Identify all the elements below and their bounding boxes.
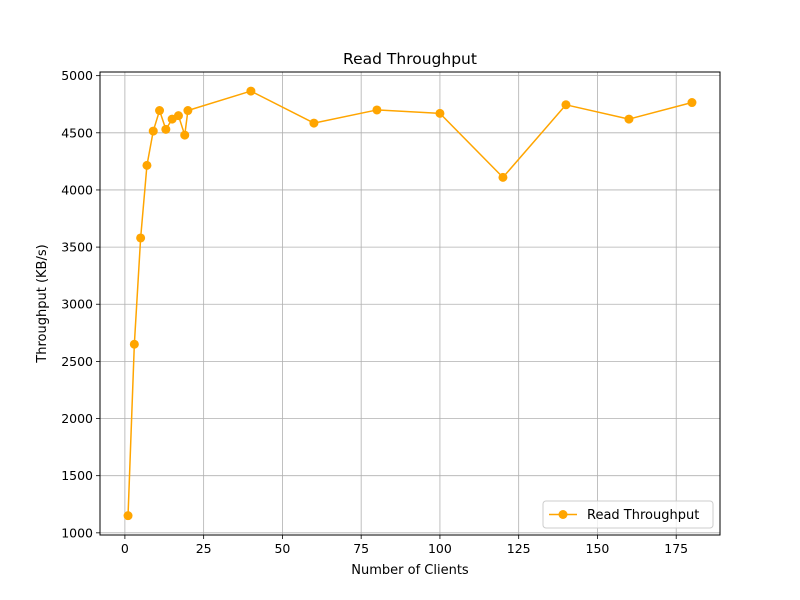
y-tick-label: 2000 bbox=[61, 411, 93, 426]
chart-title: Read Throughput bbox=[343, 50, 477, 68]
legend-marker-swatch bbox=[558, 510, 568, 519]
data-point bbox=[148, 126, 158, 136]
x-tick-label: 175 bbox=[664, 541, 688, 556]
data-point bbox=[123, 511, 133, 521]
y-tick-label: 4000 bbox=[61, 182, 93, 197]
series-layer bbox=[123, 86, 697, 521]
y-tick-label: 4500 bbox=[61, 125, 93, 140]
data-point bbox=[129, 339, 139, 349]
x-tick-label: 50 bbox=[274, 541, 290, 556]
plot-area bbox=[100, 72, 720, 535]
legend-label: Read Throughput bbox=[587, 508, 699, 523]
data-point bbox=[309, 118, 319, 128]
data-point bbox=[183, 106, 193, 116]
x-tick-label: 150 bbox=[586, 541, 610, 556]
y-tick-label: 5000 bbox=[61, 68, 93, 83]
axis-ticks: 0 25 50 75 100 125 150 175 1000 1500 2000 2500 3000 3… bbox=[61, 68, 688, 556]
data-point bbox=[435, 108, 445, 118]
data-point bbox=[624, 114, 634, 124]
y-tick-label: 3000 bbox=[61, 297, 93, 312]
legend: Read Throughput bbox=[542, 500, 714, 529]
data-point bbox=[173, 111, 183, 121]
data-point bbox=[561, 100, 571, 110]
data-point bbox=[498, 172, 508, 182]
y-tick-label: 2500 bbox=[61, 354, 93, 369]
y-tick-label: 3500 bbox=[61, 240, 93, 255]
data-point bbox=[142, 160, 152, 170]
data-point bbox=[155, 106, 165, 116]
data-point bbox=[136, 233, 146, 243]
data-point bbox=[246, 86, 256, 96]
data-point bbox=[372, 105, 382, 115]
y-tick-label: 1500 bbox=[61, 468, 93, 483]
x-tick-label: 75 bbox=[353, 541, 369, 556]
data-point bbox=[180, 130, 190, 140]
data-point bbox=[161, 124, 171, 134]
x-tick-label: 0 bbox=[121, 541, 129, 556]
x-tick-label: 100 bbox=[428, 541, 452, 556]
plot-frame bbox=[99, 71, 721, 536]
y-axis-label: Throughput (KB/s) bbox=[35, 244, 50, 363]
legend-box bbox=[542, 500, 714, 529]
x-axis-label: Number of Clients bbox=[351, 563, 469, 578]
x-tick-label: 125 bbox=[507, 541, 531, 556]
y-tick-label: 1000 bbox=[61, 525, 93, 540]
data-point bbox=[687, 98, 697, 108]
x-tick-label: 25 bbox=[196, 541, 212, 556]
grid-lines bbox=[100, 72, 720, 535]
